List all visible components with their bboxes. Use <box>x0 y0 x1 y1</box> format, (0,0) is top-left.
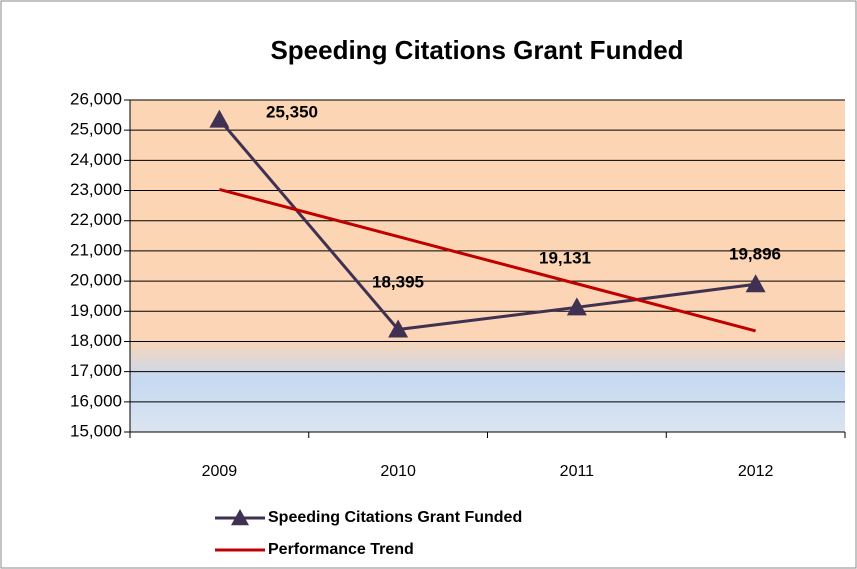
legend-marker <box>231 509 249 526</box>
plot-area <box>130 100 845 432</box>
y-tick-label: 16,000 <box>70 391 122 410</box>
y-tick-label: 26,000 <box>70 89 122 108</box>
y-tick-label: 19,000 <box>70 301 122 320</box>
y-tick-label: 20,000 <box>70 271 122 290</box>
y-tick-label: 18,000 <box>70 331 122 350</box>
y-tick-label: 17,000 <box>70 361 122 380</box>
x-tick-label: 2009 <box>202 463 238 480</box>
y-tick-label: 15,000 <box>70 421 122 440</box>
series-line <box>218 187 757 333</box>
series-line <box>218 118 756 332</box>
marker <box>388 319 409 338</box>
y-tick-label: 22,000 <box>70 210 122 229</box>
x-tick-label: 2012 <box>738 463 774 480</box>
y-tick-label: 25,000 <box>70 120 122 139</box>
legend-label: Performance Trend <box>268 541 414 558</box>
y-tick-label: 23,000 <box>70 180 122 199</box>
data-label: 25,350 <box>266 102 318 121</box>
chart-title: Speeding Citations Grant Funded <box>270 35 683 65</box>
x-tick-label: 2010 <box>380 463 416 480</box>
legend-label: Speeding Citations Grant Funded <box>268 509 522 526</box>
marker <box>209 109 230 128</box>
y-tick-label: 21,000 <box>70 240 122 259</box>
marker <box>566 297 587 316</box>
data-label: 18,395 <box>372 272 424 291</box>
marker <box>745 274 766 293</box>
y-tick-label: 24,000 <box>70 150 122 169</box>
data-label: 19,131 <box>539 248 591 267</box>
x-tick-label: 2011 <box>560 463 595 480</box>
data-label: 19,896 <box>729 244 781 263</box>
